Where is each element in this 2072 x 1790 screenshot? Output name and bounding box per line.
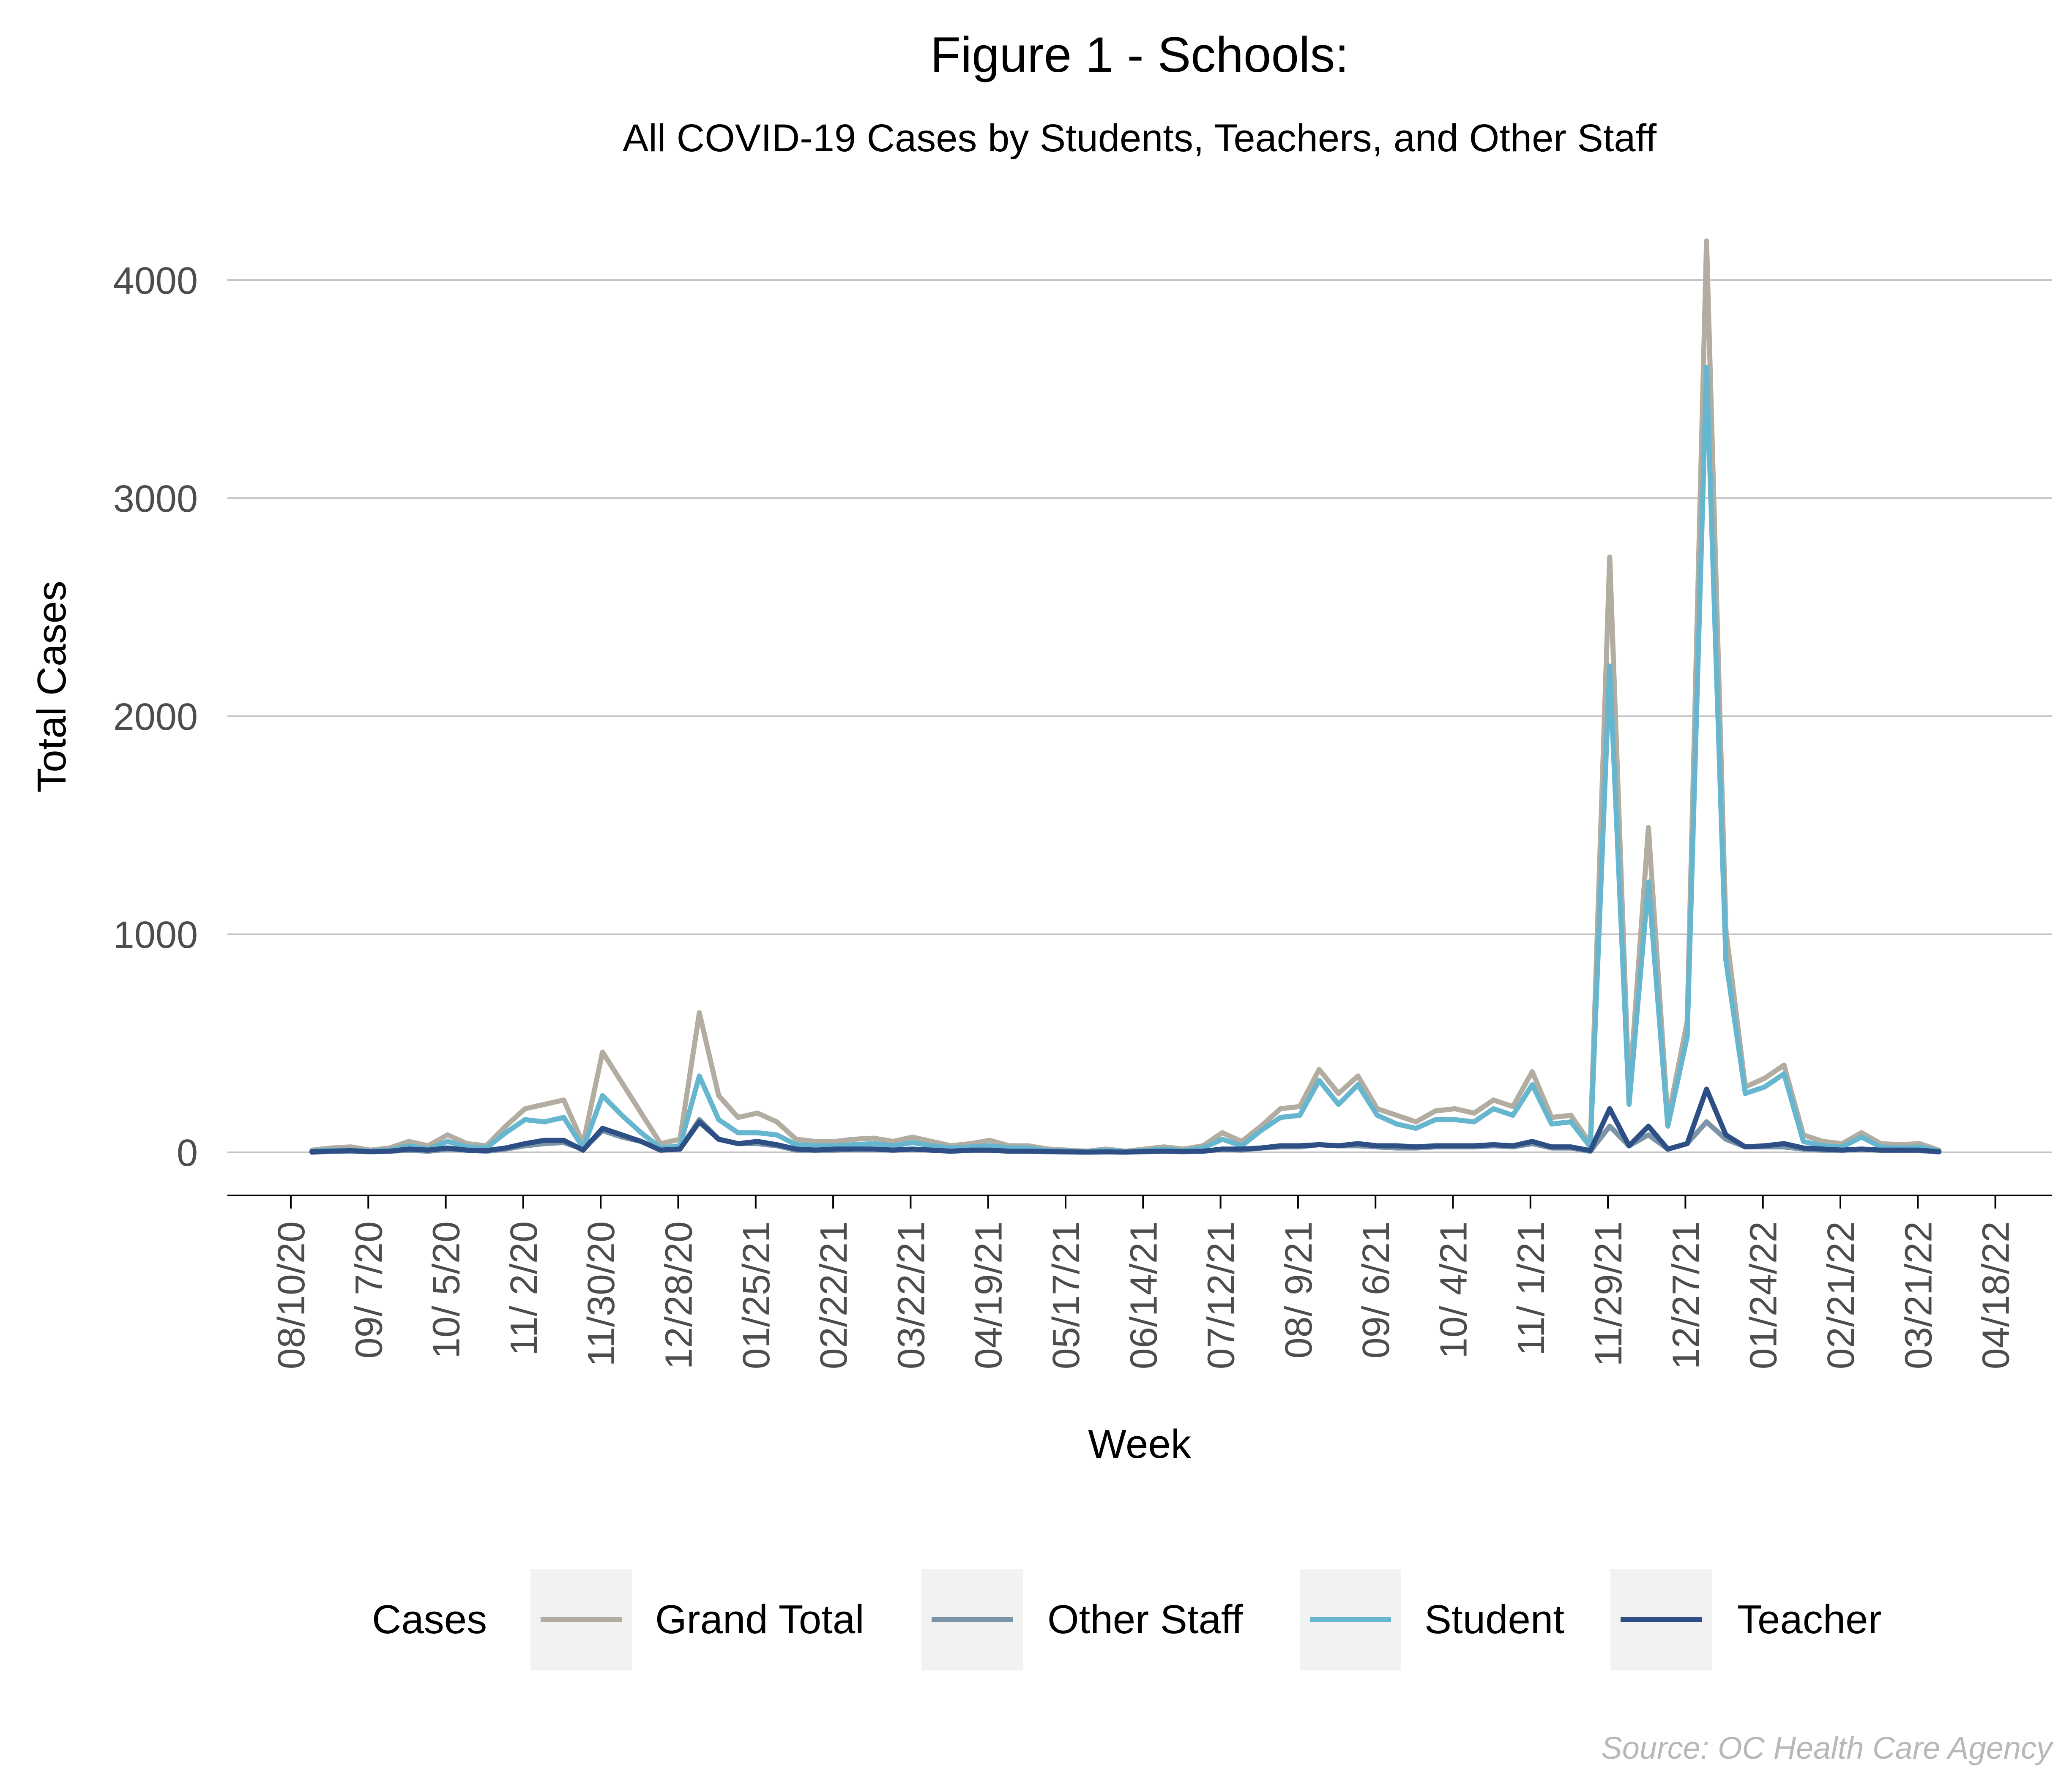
y-tick-label: 3000 (113, 478, 198, 520)
y-tick-label: 4000 (113, 260, 198, 302)
x-tick-label: 12/27/21 (1665, 1221, 1707, 1369)
chart-title: Figure 1 - Schools: (930, 27, 1349, 83)
y-axis-tick-labels: 0 1000 2000 3000 4000 (113, 260, 198, 1174)
x-tick-label: 11/29/21 (1588, 1221, 1630, 1367)
x-tick-label: 02/22/21 (813, 1221, 855, 1369)
x-tick-label: 12/28/20 (658, 1221, 700, 1369)
y-tick-label: 1000 (113, 914, 198, 956)
legend: Grand Total Other Staff Student Teacher (530, 1569, 1882, 1670)
x-tick-label: 04/19/21 (968, 1221, 1010, 1369)
x-tick-label: 11/ 2/20 (503, 1221, 545, 1356)
x-tick-label: 01/24/22 (1743, 1221, 1785, 1369)
legend-label-grand-total: Grand Total (655, 1597, 864, 1642)
legend-label-teacher: Teacher (1737, 1597, 1882, 1642)
y-tick-label: 2000 (113, 696, 198, 738)
x-axis-ticks: 08/10/20 09/ 7/20 10/ 5/20 11/ 2/20 11/30/20… (271, 1195, 2017, 1369)
series-lines (309, 238, 1942, 1155)
series-line-teacher (309, 1086, 1942, 1155)
legend-label-other-staff: Other Staff (1047, 1597, 1243, 1642)
legend-title: Cases (372, 1597, 487, 1642)
x-tick-label: 09/ 7/20 (348, 1221, 390, 1359)
y-tick-label: 0 (177, 1132, 198, 1174)
x-tick-label: 09/ 6/21 (1355, 1221, 1397, 1359)
x-tick-label: 03/21/22 (1897, 1221, 1940, 1369)
y-axis-title: Total Cases (29, 581, 74, 793)
x-tick-label: 11/30/20 (580, 1221, 623, 1367)
x-axis-title: Week (1088, 1422, 1192, 1467)
x-tick-label: 10/ 4/21 (1433, 1221, 1475, 1359)
x-tick-label: 03/22/21 (890, 1221, 932, 1369)
x-tick-label: 08/10/20 (271, 1221, 313, 1369)
x-tick-label: 11/ 1/21 (1510, 1221, 1553, 1356)
gridlines (227, 279, 2052, 1153)
series-line-student (309, 365, 1942, 1154)
x-tick-label: 10/ 5/20 (426, 1221, 468, 1359)
x-tick-label: 08/ 9/21 (1278, 1221, 1320, 1359)
x-tick-label: 05/17/21 (1045, 1221, 1088, 1369)
source-caption: Source: OC Health Care Agency (1601, 1730, 2054, 1765)
chart-subtitle: All COVID-19 Cases by Students, Teachers… (623, 117, 1657, 160)
x-tick-label: 01/25/21 (735, 1221, 778, 1369)
x-tick-label: 06/14/21 (1123, 1221, 1165, 1369)
x-tick-label: 04/18/22 (1975, 1221, 2017, 1369)
x-tick-label: 07/12/21 (1200, 1221, 1243, 1369)
legend-label-student: Student (1424, 1597, 1564, 1642)
x-tick-label: 02/21/22 (1820, 1221, 1862, 1369)
